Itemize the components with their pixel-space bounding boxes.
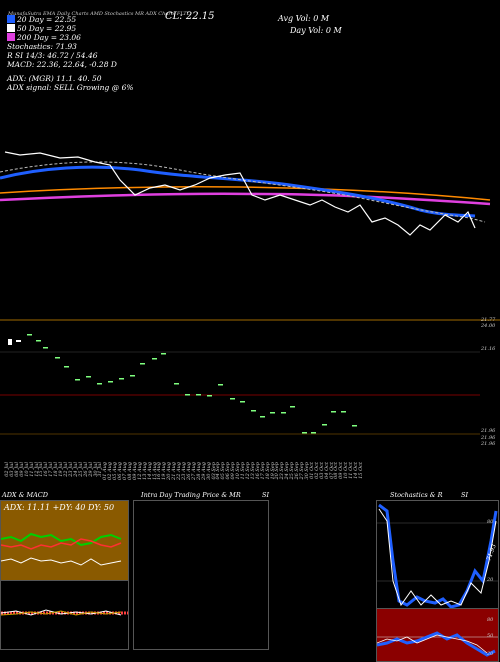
header-top-text: MunafaSutra EMA Daily Charts AMD Stochas… [8, 11, 190, 17]
price-chart [0, 151, 500, 435]
intraday-si-label: SI [262, 491, 270, 499]
price-label-bottom-3: 21.96 [481, 441, 496, 447]
stoch-si-label: SI [461, 491, 469, 499]
day-volume: Day Vol: 0 M [290, 26, 342, 35]
legend-stochastics: Stochastics: 71.93 [7, 42, 77, 51]
price-label-top-1: 21.77 [481, 317, 496, 323]
stoch-panel-title: Stochastics & R [390, 491, 443, 499]
adx-readout: ADX: 11.11 +DY: 40 DY: 50 [4, 503, 115, 512]
legend-ema200: 200 Day = 23.06 [7, 33, 133, 42]
ema50-line [0, 161, 486, 223]
adx-panel-title: ADX & MACD [2, 491, 48, 499]
rsi-level-80: 80 [487, 617, 494, 623]
stoch-lines [377, 503, 498, 609]
legend-ema50: 50 Day = 22.95 [7, 24, 133, 33]
ema20-line [0, 165, 476, 218]
daily-ticks [8, 334, 357, 434]
price-label-top-2: 24.00 [481, 323, 496, 329]
stoch-level-20: 20 [487, 577, 494, 583]
rsi-panel: 80 50 20 [376, 608, 499, 662]
legend-rsi: R SI 14/3: 46.72 / 54.46 [7, 51, 98, 60]
ema200-line [0, 192, 491, 206]
adx-panel: ADX: 11.11 +DY: 40 DY: 50 [0, 500, 129, 582]
date-label: 15 Oct [358, 462, 364, 479]
macd-lines [1, 609, 128, 616]
legend-adx-signal: ADX signal: SELL Growing @ 6% [7, 83, 134, 92]
legend-macd: MACD: 22.36, 22.64, -0.28 D [7, 60, 117, 69]
ema20-swatch [7, 15, 15, 23]
price-label-bottom-2: 21.96 [481, 435, 496, 441]
rsi-level-50: 50 [487, 633, 494, 639]
macd-panel [0, 580, 129, 650]
legend-adx: ADX: (MGR) 11.1. 40. 50 [7, 74, 102, 83]
rsi-level-20: 20 [487, 651, 494, 657]
stoch-panel: 80 20 71.93 [376, 500, 499, 610]
close-price: CL: 22.15 [165, 11, 215, 22]
price-line [4, 151, 476, 236]
ema200-swatch [7, 33, 15, 41]
adx-lines [1, 532, 122, 566]
intraday-panel-title: Intra Day Trading Price & MR [141, 491, 241, 499]
price-label-bottom-1: 21.96 [481, 428, 496, 434]
legend: 20 Day = 22.55 50 Day = 22.95 200 Day = … [7, 15, 133, 92]
avg-volume: Avg Vol: 0 M [278, 14, 330, 23]
stoch-level-80: 80 [487, 519, 494, 525]
price-label-mid: 21.16 [481, 346, 496, 352]
rsi-lines [377, 631, 498, 657]
ema50-orange-line [0, 186, 491, 201]
legend-ema20: 20 Day = 22.55 [7, 15, 133, 24]
intraday-panel [133, 500, 269, 650]
ema50-swatch [7, 24, 15, 32]
